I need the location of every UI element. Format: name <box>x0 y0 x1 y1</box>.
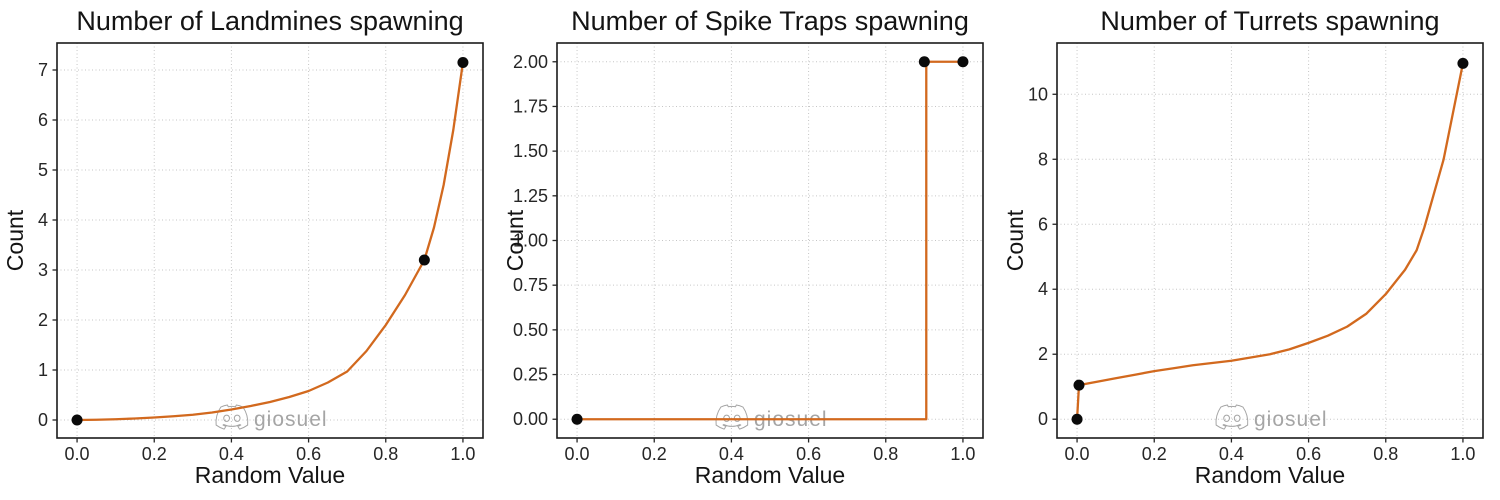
x-axis-label: Random Value <box>1194 462 1346 488</box>
y-tick-label: 5 <box>38 160 48 180</box>
y-tick-label: 4 <box>1038 279 1048 299</box>
data-point-marker <box>571 413 583 425</box>
data-line <box>575 60 965 421</box>
chart-panel-landmines: giosuel 0.0 0.2 0.4 0.6 0.8 1.0 0 1 2 3 4 5 6 7 Number… <box>0 0 500 500</box>
y-axis-label: Count <box>1002 209 1029 272</box>
x-tick-label: 0.2 <box>642 444 667 464</box>
y-axis-label-box: Count <box>496 43 536 438</box>
x-tick-label: 0.8 <box>873 444 898 464</box>
data-point-marker <box>957 56 969 68</box>
watermark-text: giosuel <box>254 408 328 431</box>
data-point-marker <box>1073 379 1085 391</box>
x-tick-label: 0.4 <box>719 444 744 464</box>
discord-logo-icon <box>1215 404 1249 430</box>
turrets-chart-canvas: giosuel 0.0 0.2 0.4 0.6 0.8 1.0 0 2 4 6 8 10 <box>1028 42 1484 464</box>
y-tick-label: 8 <box>1038 149 1048 169</box>
y-axis-label-box: Count <box>0 43 36 438</box>
x-tick-label: 0.6 <box>296 444 321 464</box>
chart-title: Number of Turrets spawning <box>1100 6 1440 36</box>
plot-spines <box>56 42 484 439</box>
x-axis-label: Random Value <box>194 462 346 488</box>
data-point-marker <box>918 56 930 68</box>
y-tick-label: 0 <box>1038 409 1048 429</box>
data-point-marker <box>418 254 430 266</box>
data-point-marker <box>457 57 469 68</box>
y-tick-label: 7 <box>38 60 48 80</box>
y-tick-label: 2 <box>38 310 48 330</box>
data-line <box>1075 62 1465 421</box>
x-tick-label: 0.8 <box>373 444 398 464</box>
x-axis-label: Random Value <box>694 462 846 488</box>
y-tick-label: 3 <box>38 260 48 280</box>
discord-logo-path <box>215 404 249 430</box>
discord-logo-icon <box>215 404 249 430</box>
y-axis-label: Count <box>2 209 29 272</box>
y-tick-label: 4 <box>38 210 48 230</box>
chart-panel-spike-traps: giosuel 0.0 0.2 0.4 0.6 0.8 1.0 0.00 0.25 0.50 0.7… <box>500 0 1000 500</box>
x-tick-label: 1.0 <box>950 444 975 464</box>
y-tick-label: 0 <box>38 410 48 430</box>
y-tick-label: 2.00 <box>513 52 548 72</box>
landmines-chart-canvas: giosuel 0.0 0.2 0.4 0.6 0.8 1.0 0 1 2 3 4 5 6 7 <box>38 42 484 464</box>
data-point-marker <box>1457 57 1469 69</box>
discord-logo-path <box>1215 404 1249 430</box>
y-tick-label: 6 <box>1038 214 1048 234</box>
y-tick-label: 1.25 <box>513 186 548 206</box>
y-tick-label: 0.50 <box>513 320 548 340</box>
x-tick-label: 0.4 <box>219 444 244 464</box>
y-tick-label: 2 <box>1038 344 1048 364</box>
y-tick-label: 0.00 <box>513 409 548 429</box>
y-tick-label: 1.75 <box>513 96 548 116</box>
y-tick-label: 0.75 <box>513 275 548 295</box>
y-tick-label: 0.25 <box>513 365 548 385</box>
x-tick-label: 1.0 <box>1450 444 1475 464</box>
y-tick-label: 1.50 <box>513 141 548 161</box>
data-point-marker <box>71 414 83 426</box>
chart-panel-turrets: giosuel 0.0 0.2 0.4 0.6 0.8 1.0 0 2 4 6 8 10 Number … <box>1000 0 1500 500</box>
x-tick-label: 0.0 <box>565 444 590 464</box>
x-tick-label: 0.0 <box>1065 444 1090 464</box>
y-axis-label: Count <box>502 209 529 272</box>
x-tick-label: 0.2 <box>142 444 167 464</box>
plot-spines <box>1056 42 1484 439</box>
watermark-text: giosuel <box>1254 408 1328 431</box>
x-tick-label: 1.0 <box>450 444 475 464</box>
x-tick-label: 0.8 <box>1373 444 1398 464</box>
y-axis-label-box: Count <box>996 43 1036 438</box>
chart-title: Number of Spike Traps spawning <box>571 6 969 36</box>
x-tick-label: 0.2 <box>1142 444 1167 464</box>
x-tick-label: 0.6 <box>1296 444 1321 464</box>
y-tick-label: 10 <box>1028 84 1048 104</box>
y-tick-label: 1.00 <box>513 231 548 251</box>
data-point-marker <box>1071 413 1083 425</box>
x-tick-label: 0.4 <box>1219 444 1244 464</box>
y-tick-label: 6 <box>38 110 48 130</box>
x-tick-label: 0.6 <box>796 444 821 464</box>
chart-title: Number of Landmines spawning <box>76 6 464 36</box>
data-line <box>75 61 465 422</box>
y-tick-label: 1 <box>38 360 48 380</box>
x-tick-label: 0.0 <box>65 444 90 464</box>
